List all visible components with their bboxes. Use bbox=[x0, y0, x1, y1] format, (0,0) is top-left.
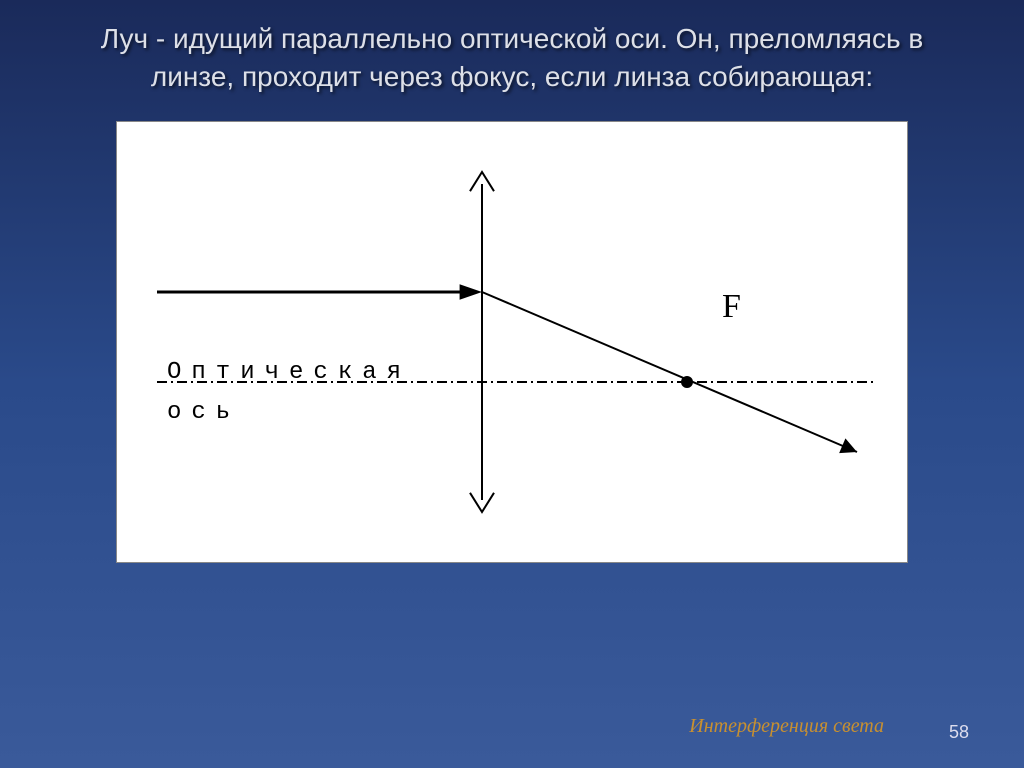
page-number: 58 bbox=[949, 722, 969, 743]
slide-title: Луч - идущий параллельно оптической оси.… bbox=[0, 0, 1024, 106]
svg-text:ось: ось bbox=[167, 399, 240, 426]
svg-text:Оптическая: Оптическая bbox=[167, 359, 411, 386]
slide: Луч - идущий параллельно оптической оси.… bbox=[0, 0, 1024, 768]
optics-diagram: Оптическая ось F bbox=[116, 121, 908, 563]
diagram-svg: Оптическая ось F bbox=[117, 122, 907, 562]
footer-label: Интерференция света bbox=[689, 715, 884, 738]
svg-text:F: F bbox=[722, 288, 741, 325]
